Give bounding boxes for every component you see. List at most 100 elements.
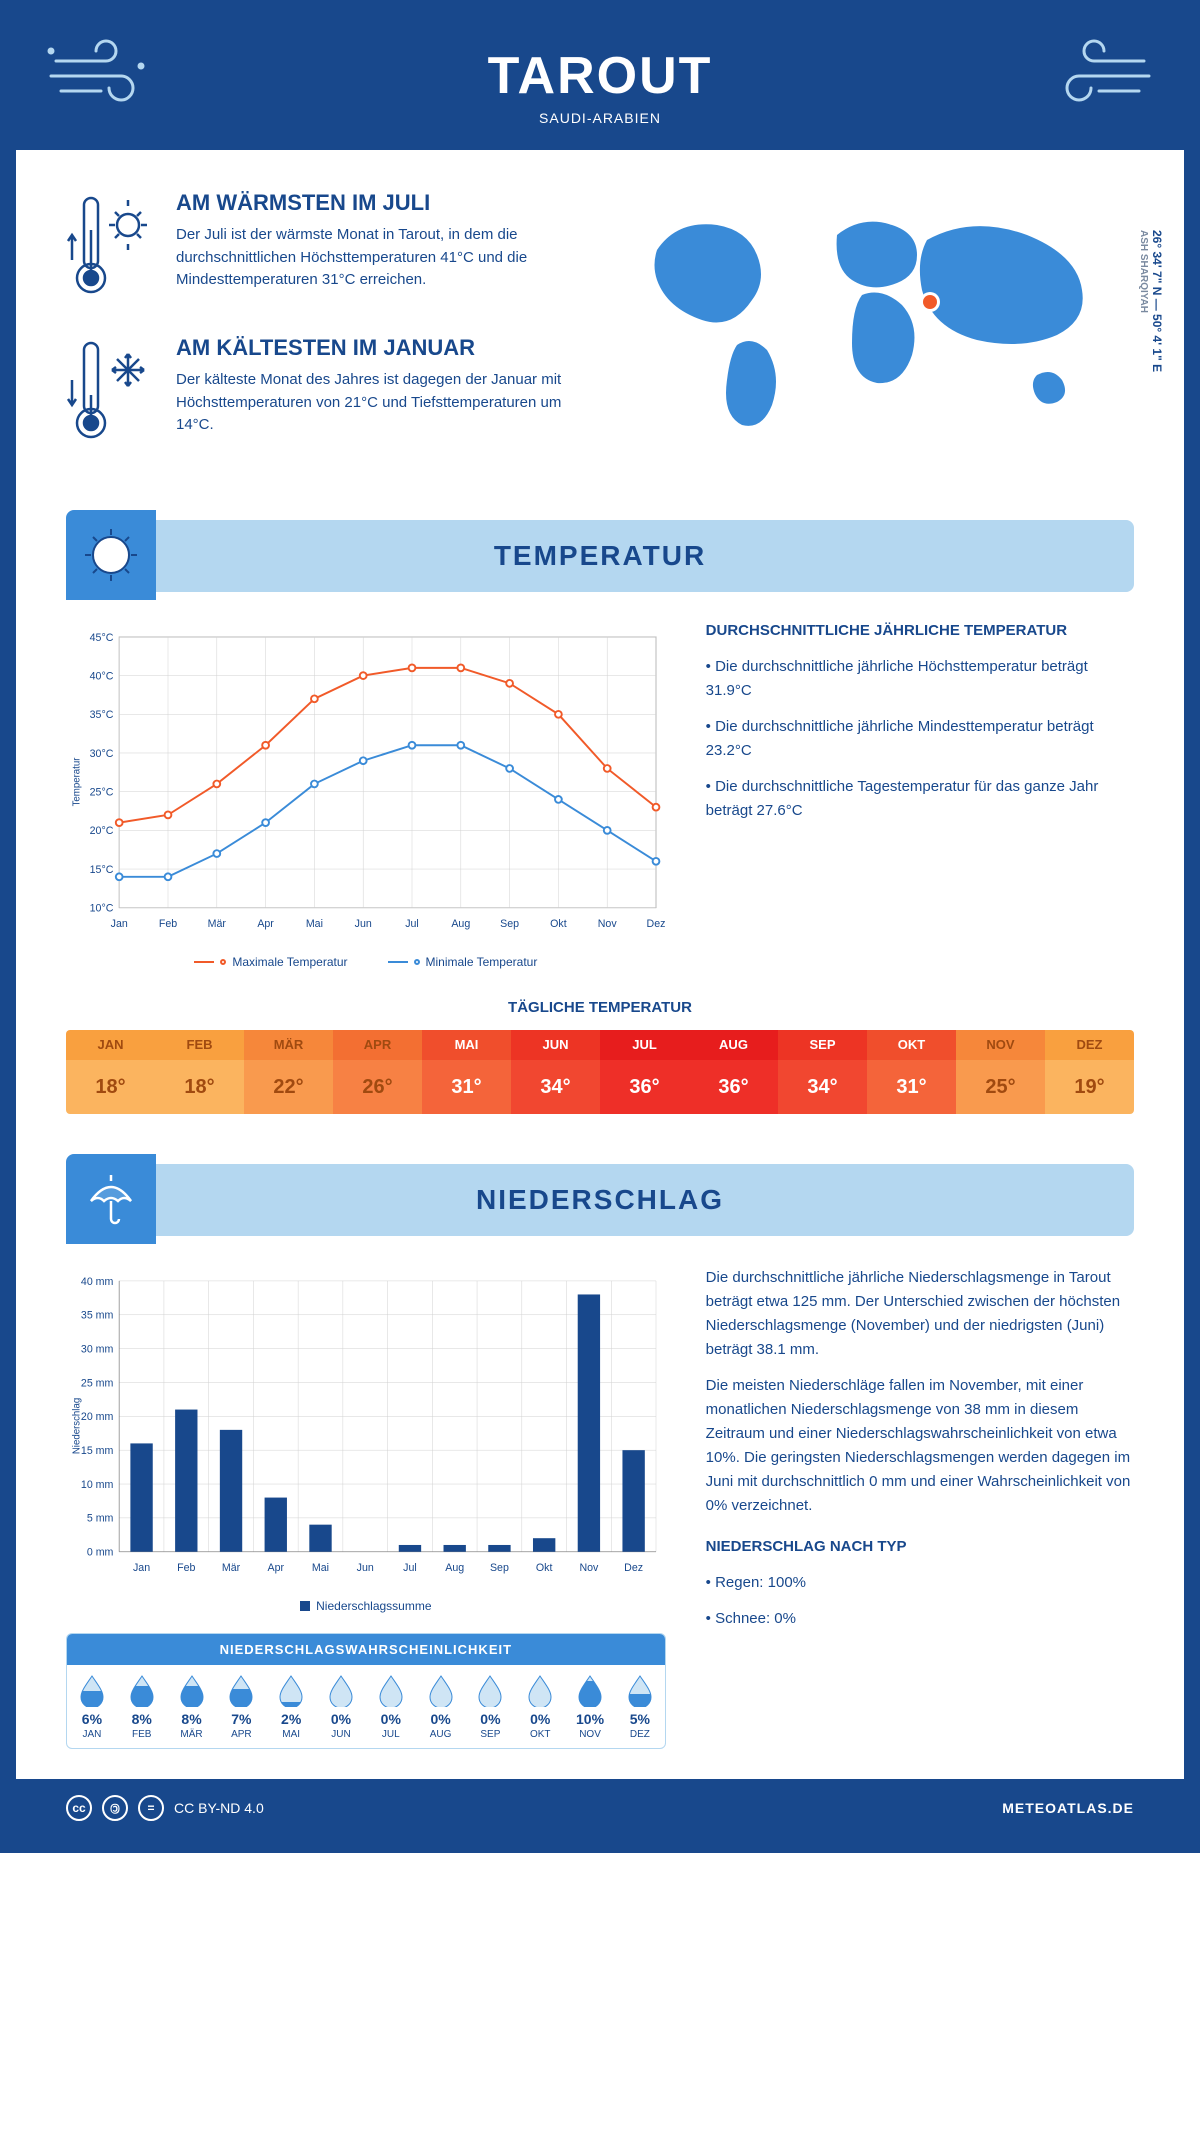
precip-type-title: NIEDERSCHLAG NACH TYP [706,1538,1134,1555]
license-text: CC BY-ND 4.0 [174,1800,264,1816]
daily-temp-strip: JAN 18°FEB 18°MÄR 22°APR 26°MAI 31°JUN 3… [66,1030,1134,1114]
prob-cell: 0% JUL [366,1665,416,1748]
header-banner: TAROUT SAUDI-ARABIEN [16,16,1184,150]
temp-summary-list: Die durchschnittliche jährliche Höchstte… [706,655,1134,823]
temp-cell: MÄR 22° [244,1030,333,1114]
svg-text:Temperatur: Temperatur [72,757,83,807]
temp-summary-item: Die durchschnittliche Tagestemperatur fü… [706,775,1134,823]
precip-text-1: Die durchschnittliche jährliche Niedersc… [706,1266,1134,1362]
svg-text:Nov: Nov [598,918,618,930]
precip-text-2: Die meisten Niederschläge fallen im Nove… [706,1374,1134,1518]
temp-summary-title: DURCHSCHNITTLICHE JÄHRLICHE TEMPERATUR [706,622,1134,639]
daily-temp-title: TÄGLICHE TEMPERATUR [66,999,1134,1016]
prob-cell: 8% MÄR [167,1665,217,1748]
svg-text:15°C: 15°C [90,864,114,876]
precip-type-list: Regen: 100%Schnee: 0% [706,1571,1134,1631]
prob-cell: 2% MAI [266,1665,316,1748]
prob-title: NIEDERSCHLAGSWAHRSCHEINLICHKEIT [67,1634,665,1665]
temp-cell: JUN 34° [511,1030,600,1114]
svg-text:45°C: 45°C [90,632,114,644]
svg-text:Jul: Jul [403,1562,417,1574]
svg-text:10°C: 10°C [90,903,114,915]
svg-text:20 mm: 20 mm [81,1411,114,1423]
drop-icon [378,1675,404,1707]
svg-text:25 mm: 25 mm [81,1377,114,1389]
svg-text:40 mm: 40 mm [81,1276,114,1288]
drop-icon [428,1675,454,1707]
drop-icon [477,1675,503,1707]
svg-text:Niederschlag: Niederschlag [72,1398,83,1454]
page-title: TAROUT [36,46,1164,106]
svg-text:Okt: Okt [536,1562,553,1574]
prob-cell: 5% DEZ [615,1665,665,1748]
chart-legend: Maximale Temperatur Minimale Temperatur [66,955,666,969]
svg-text:30 mm: 30 mm [81,1343,114,1355]
temp-cell: FEB 18° [155,1030,244,1114]
svg-text:10 mm: 10 mm [81,1479,114,1491]
drop-icon [129,1675,155,1707]
temperature-line-chart: 10°C15°C20°C25°C30°C35°C40°C45°CJanFebMä… [66,622,666,942]
svg-text:Jun: Jun [357,1562,374,1574]
thermometer-cold-icon [66,335,156,445]
svg-text:Aug: Aug [451,918,470,930]
temp-cell: AUG 36° [689,1030,778,1114]
svg-text:Jul: Jul [405,918,419,930]
precip-type-item: Schnee: 0% [706,1607,1134,1631]
prob-cell: 0% OKT [515,1665,565,1748]
svg-text:Mär: Mär [222,1562,241,1574]
svg-text:Dez: Dez [647,918,666,930]
temp-cell: APR 26° [333,1030,422,1114]
sun-icon [81,525,141,585]
coordinates-label: 26° 34' 7" N — 50° 4' 1" E ASH SHARQIYAH [1136,230,1164,372]
wind-icon [46,36,166,116]
temp-summary-item: Die durchschnittliche jährliche Mindestt… [706,715,1134,763]
svg-text:35°C: 35°C [90,709,114,721]
svg-text:Dez: Dez [624,1562,643,1574]
svg-text:30°C: 30°C [90,748,114,760]
svg-text:Nov: Nov [579,1562,599,1574]
drop-icon [179,1675,205,1707]
svg-text:5 mm: 5 mm [87,1513,114,1525]
svg-text:Apr: Apr [257,918,274,930]
thermometer-hot-icon [66,190,156,300]
prob-cell: 0% JUN [316,1665,366,1748]
fact-warm-text: Der Juli ist der wärmste Monat in Tarout… [176,224,580,292]
prob-cell: 0% SEP [466,1665,516,1748]
by-icon: 🄯 [102,1795,128,1821]
temp-cell: OKT 31° [867,1030,956,1114]
temp-cell: DEZ 19° [1045,1030,1134,1114]
svg-text:Feb: Feb [159,918,177,930]
svg-text:35 mm: 35 mm [81,1310,114,1322]
drop-icon [278,1675,304,1707]
nd-icon: = [138,1795,164,1821]
svg-text:Feb: Feb [177,1562,195,1574]
temp-cell: JAN 18° [66,1030,155,1114]
drop-icon [79,1675,105,1707]
prob-cell: 6% JAN [67,1665,117,1748]
fact-warm-title: AM WÄRMSTEN IM JULI [176,190,580,216]
prob-cell: 10% NOV [565,1665,615,1748]
temp-cell: SEP 34° [778,1030,867,1114]
wind-icon [1034,36,1154,116]
svg-text:Jan: Jan [133,1562,150,1574]
prob-cell: 7% APR [216,1665,266,1748]
prob-cell: 0% AUG [416,1665,466,1748]
svg-text:Okt: Okt [550,918,567,930]
svg-text:Jun: Jun [355,918,372,930]
svg-text:Sep: Sep [490,1562,509,1574]
svg-text:Sep: Sep [500,918,519,930]
cc-icon: cc [66,1795,92,1821]
fact-cold-title: AM KÄLTESTEN IM JANUAR [176,335,580,361]
temp-cell: MAI 31° [422,1030,511,1114]
temp-cell: JUL 36° [600,1030,689,1114]
svg-text:Apr: Apr [267,1562,284,1574]
svg-text:Jan: Jan [111,918,128,930]
svg-text:40°C: 40°C [90,670,114,682]
precip-bar-chart: 0 mm5 mm10 mm15 mm20 mm25 mm30 mm35 mm40… [66,1266,666,1586]
temp-cell: NOV 25° [956,1030,1045,1114]
footer: cc 🄯 = CC BY-ND 4.0 METEOATLAS.DE [16,1779,1184,1837]
svg-text:15 mm: 15 mm [81,1445,114,1457]
page-subtitle: SAUDI-ARABIEN [36,110,1164,126]
svg-text:Mai: Mai [306,918,323,930]
site-name: METEOATLAS.DE [1002,1800,1134,1816]
